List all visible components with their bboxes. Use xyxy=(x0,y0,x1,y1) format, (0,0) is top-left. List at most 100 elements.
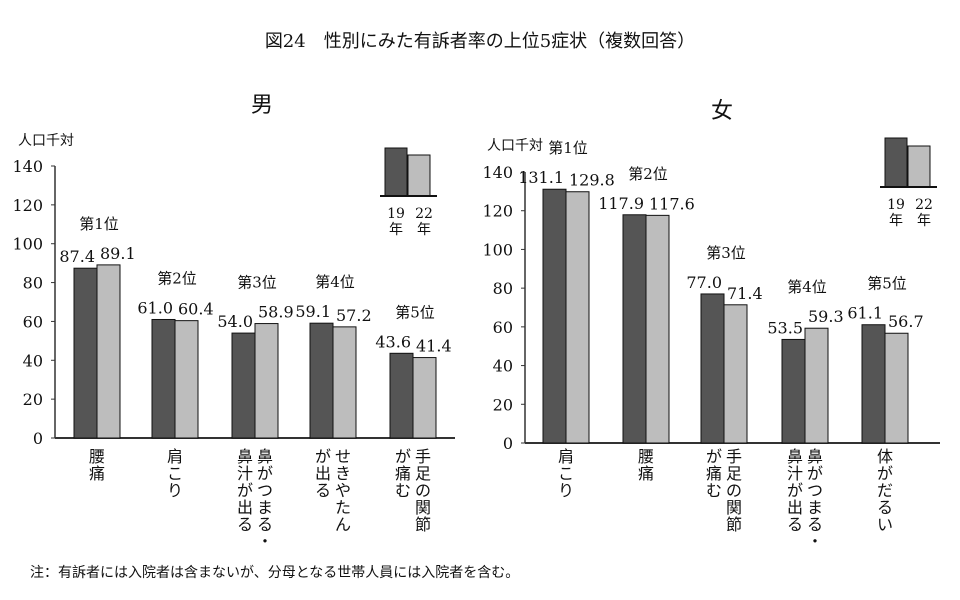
bar-19 xyxy=(73,267,98,439)
category-label-char: が xyxy=(315,447,331,466)
bar-22 xyxy=(412,357,437,439)
bar-19 xyxy=(700,293,725,444)
category-label-char: の xyxy=(726,481,742,500)
data-label-22: 59.3 xyxy=(808,307,844,326)
y-tick-label: 80 xyxy=(493,279,513,298)
legend-label-22: 22 xyxy=(915,197,933,213)
data-label-22: 58.9 xyxy=(258,303,294,322)
y-tick-label: 40 xyxy=(493,357,513,376)
category-label-char: が xyxy=(257,464,273,483)
legend-swatch-19 xyxy=(884,137,908,188)
bar-19 xyxy=(389,352,414,439)
data-label-22: 41.4 xyxy=(416,337,452,356)
bar-19 xyxy=(151,318,176,439)
category-label-char: 汁 xyxy=(237,464,253,483)
data-label-19: 87.4 xyxy=(59,247,95,266)
category-label-char: 腰 xyxy=(638,447,654,466)
category-label-char: つ xyxy=(257,481,273,500)
data-label-19: 43.6 xyxy=(375,332,411,351)
y-tick-label: 0 xyxy=(33,429,43,448)
category-label-char: ま xyxy=(257,498,273,517)
data-label-22: 71.4 xyxy=(727,284,763,303)
category-label-char: 足 xyxy=(726,464,742,483)
y-tick-label: 120 xyxy=(482,202,513,221)
category-label-char: 汁 xyxy=(787,464,803,483)
bar-22 xyxy=(174,320,199,439)
category-label-char: 鼻 xyxy=(237,447,253,466)
category-label-char: 関 xyxy=(415,498,431,517)
category-label-char: や xyxy=(335,481,351,500)
y-tick-label: 0 xyxy=(503,434,513,453)
figure-title: 図24 性別にみた有訴者率の上位5症状（複数回答） xyxy=(265,31,695,52)
data-label-19: 61.0 xyxy=(137,298,173,317)
legend-label-19: 19 xyxy=(387,206,405,222)
category-label-char: 鼻 xyxy=(257,447,273,466)
rank-label: 第3位 xyxy=(237,274,277,292)
bar-22 xyxy=(96,264,121,439)
category-label-char: る xyxy=(315,481,331,500)
category-label-char: 手 xyxy=(726,447,742,466)
category-label-char: 痛 xyxy=(638,464,654,483)
category-label-char: つ xyxy=(807,481,823,500)
bar-19 xyxy=(542,188,567,444)
rank-label: 第1位 xyxy=(79,215,119,233)
y-tick-label: 20 xyxy=(23,390,43,409)
category-label-char: が xyxy=(237,481,253,500)
data-label-22: 60.4 xyxy=(178,300,214,319)
category-label-char: が xyxy=(395,447,411,466)
category-label-char: 節 xyxy=(726,515,742,534)
legend-swatch-22 xyxy=(407,154,431,197)
category-label-char: 足 xyxy=(415,464,431,483)
legend-label-19: 19 xyxy=(887,197,905,213)
data-label-19: 117.9 xyxy=(598,194,644,213)
y-tick-label: 100 xyxy=(482,240,513,259)
data-label-19: 61.1 xyxy=(847,304,883,323)
legend-swatch-19 xyxy=(384,147,408,197)
category-label-char: が xyxy=(877,464,893,483)
data-label-22: 129.8 xyxy=(569,171,615,190)
rank-label: 第1位 xyxy=(548,139,588,157)
bar-22 xyxy=(254,323,279,439)
category-label-char: 痛 xyxy=(395,464,411,483)
legend-label-19-unit: 年 xyxy=(389,222,403,238)
category-label-char: 節 xyxy=(415,515,431,534)
category-label-char: ・ xyxy=(257,532,273,551)
legend-label-22: 22 xyxy=(415,206,433,222)
y-axis-label: 人口千対 xyxy=(487,138,543,154)
rank-label: 第5位 xyxy=(395,303,435,321)
category-label-char: が xyxy=(787,481,803,500)
category-label-char: い xyxy=(877,515,893,534)
y-tick-label: 140 xyxy=(482,163,513,182)
category-label-char: 出 xyxy=(237,498,253,517)
category-label-char: 出 xyxy=(315,464,331,483)
legend-label-22-unit: 年 xyxy=(417,222,431,238)
y-axis-label: 人口千対 xyxy=(18,133,74,149)
legend-label-22-unit: 年 xyxy=(917,213,931,229)
bar-19 xyxy=(231,332,256,439)
bar-19 xyxy=(781,338,806,444)
data-label-22: 89.1 xyxy=(100,244,136,263)
data-label-22: 56.7 xyxy=(888,312,924,331)
bar-19 xyxy=(309,322,334,439)
bar-22 xyxy=(565,191,590,444)
data-label-22: 117.6 xyxy=(649,194,695,213)
legend-label-19-unit: 年 xyxy=(889,213,903,229)
category-label-char: 体 xyxy=(877,447,893,466)
category-label-char: 出 xyxy=(787,498,803,517)
category-label-char: 痛 xyxy=(706,464,722,483)
category-label-char: る xyxy=(787,515,803,534)
bar-22 xyxy=(884,332,909,444)
rank-label: 第3位 xyxy=(706,244,746,262)
category-label-char: ま xyxy=(807,498,823,517)
data-label-19: 53.5 xyxy=(767,318,803,337)
category-label-char: 手 xyxy=(415,447,431,466)
footnote: 注：有訴者には入院者は含まないが、分母となる世帯人員には入院者を含む。 xyxy=(30,565,519,581)
rank-label: 第2位 xyxy=(157,269,197,287)
category-label-char: る xyxy=(237,515,253,534)
y-tick-label: 60 xyxy=(493,318,513,337)
y-tick-label: 60 xyxy=(23,312,43,331)
chart-title: 男 xyxy=(251,93,273,118)
category-label-char: 関 xyxy=(726,498,742,517)
category-label-char: る xyxy=(257,515,273,534)
